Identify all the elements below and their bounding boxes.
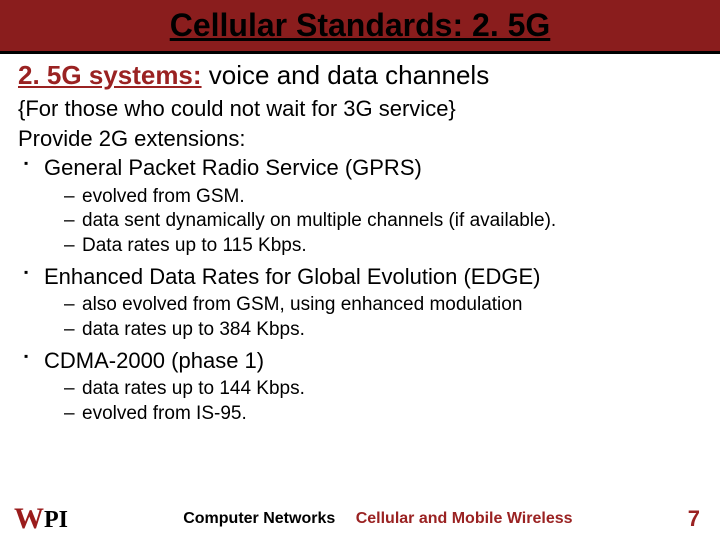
logo-w: W bbox=[14, 505, 42, 532]
main-list: General Packet Radio Service (GPRS) bbox=[18, 154, 702, 183]
logo-pi: PI bbox=[44, 508, 68, 532]
list-item: CDMA-2000 (phase 1) bbox=[18, 347, 702, 376]
list-item: General Packet Radio Service (GPRS) bbox=[18, 154, 702, 183]
page-number: 7 bbox=[688, 506, 700, 532]
footer-course: Computer Networks bbox=[183, 510, 335, 527]
sub-item: evolved from IS-95. bbox=[64, 402, 702, 427]
main-list: CDMA-2000 (phase 1) bbox=[18, 347, 702, 376]
footer: WPI Computer Networks Cellular and Mobil… bbox=[0, 505, 720, 532]
sub-list: data rates up to 144 Kbps. evolved from … bbox=[18, 377, 702, 426]
main-list: Enhanced Data Rates for Global Evolution… bbox=[18, 263, 702, 292]
subtitle: 2. 5G systems: voice and data channels bbox=[18, 60, 702, 91]
subtitle-accent: 2. 5G systems: bbox=[18, 60, 202, 90]
sub-item: data rates up to 144 Kbps. bbox=[64, 377, 702, 402]
sub-list: also evolved from GSM, using enhanced mo… bbox=[18, 293, 702, 342]
wpi-logo: WPI bbox=[14, 505, 68, 532]
list-item: Enhanced Data Rates for Global Evolution… bbox=[18, 263, 702, 292]
sub-item: evolved from GSM. bbox=[64, 185, 702, 210]
sub-item: data sent dynamically on multiple channe… bbox=[64, 209, 702, 234]
footer-center: Computer Networks Cellular and Mobile Wi… bbox=[68, 510, 688, 528]
subtitle-rest: voice and data channels bbox=[202, 60, 490, 90]
content-area: 2. 5G systems: voice and data channels {… bbox=[0, 54, 720, 427]
intro-line-2: Provide 2G extensions: bbox=[18, 125, 702, 153]
slide-title: Cellular Standards: 2. 5G bbox=[170, 7, 551, 44]
sub-list: evolved from GSM. data sent dynamically … bbox=[18, 185, 702, 259]
sub-item: Data rates up to 115 Kbps. bbox=[64, 234, 702, 259]
sub-item: data rates up to 384 Kbps. bbox=[64, 318, 702, 343]
footer-topic: Cellular and Mobile Wireless bbox=[356, 510, 573, 527]
intro-line-1: {For those who could not wait for 3G ser… bbox=[18, 95, 702, 123]
title-bar: Cellular Standards: 2. 5G bbox=[0, 0, 720, 54]
sub-item: also evolved from GSM, using enhanced mo… bbox=[64, 293, 702, 318]
